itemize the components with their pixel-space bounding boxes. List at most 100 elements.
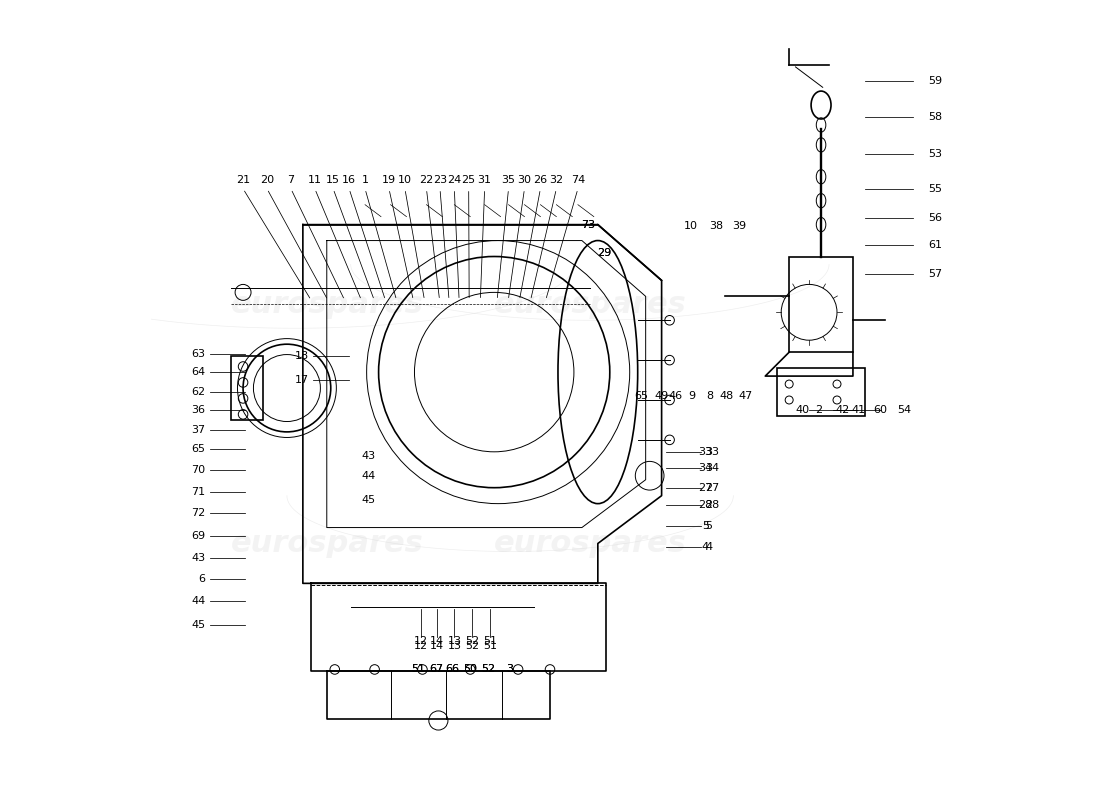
Text: 71: 71 bbox=[191, 486, 206, 497]
Bar bbox=[778, 368, 865, 416]
Text: 26: 26 bbox=[534, 174, 548, 185]
Text: 36: 36 bbox=[191, 405, 206, 414]
Text: 3: 3 bbox=[507, 665, 514, 674]
Text: 4: 4 bbox=[705, 542, 713, 553]
Text: 34: 34 bbox=[705, 462, 719, 473]
Text: eurospares: eurospares bbox=[230, 290, 424, 319]
Text: 28: 28 bbox=[698, 500, 713, 510]
Text: 18: 18 bbox=[295, 351, 309, 361]
Text: 52: 52 bbox=[465, 641, 478, 650]
Text: 41: 41 bbox=[851, 405, 866, 414]
Text: 54: 54 bbox=[896, 405, 911, 414]
Text: 33: 33 bbox=[705, 447, 719, 457]
Text: 20: 20 bbox=[260, 174, 274, 185]
Text: 8: 8 bbox=[706, 391, 713, 401]
Text: 66: 66 bbox=[446, 665, 460, 674]
Text: 29: 29 bbox=[597, 247, 612, 258]
Text: 43: 43 bbox=[361, 451, 375, 461]
Bar bbox=[789, 257, 852, 352]
Text: 16: 16 bbox=[342, 174, 356, 185]
Text: 46: 46 bbox=[669, 391, 683, 401]
Text: 67: 67 bbox=[430, 665, 444, 674]
Text: 21: 21 bbox=[236, 174, 250, 185]
Text: 11: 11 bbox=[308, 174, 322, 185]
Text: 44: 44 bbox=[191, 596, 206, 606]
Text: 28: 28 bbox=[705, 500, 719, 510]
Text: 39: 39 bbox=[732, 222, 746, 231]
Text: 32: 32 bbox=[549, 174, 563, 185]
Text: 70: 70 bbox=[191, 465, 206, 475]
Text: 22: 22 bbox=[419, 174, 433, 185]
Text: 53: 53 bbox=[928, 150, 943, 159]
Text: 62: 62 bbox=[191, 387, 206, 397]
Text: 27: 27 bbox=[705, 482, 719, 493]
Text: 52: 52 bbox=[481, 665, 495, 674]
Text: 44: 44 bbox=[361, 470, 375, 481]
Text: 58: 58 bbox=[928, 112, 943, 122]
Text: 14: 14 bbox=[430, 636, 444, 646]
Text: 14: 14 bbox=[430, 641, 444, 650]
Text: 43: 43 bbox=[191, 553, 206, 563]
Text: 63: 63 bbox=[191, 349, 206, 358]
Text: 52: 52 bbox=[481, 665, 495, 674]
Text: 74: 74 bbox=[571, 174, 585, 185]
Text: 12: 12 bbox=[414, 641, 428, 650]
Text: 40: 40 bbox=[795, 405, 810, 414]
Text: 51: 51 bbox=[411, 665, 426, 674]
Text: 42: 42 bbox=[835, 405, 849, 414]
Text: 5: 5 bbox=[705, 521, 713, 531]
Text: 37: 37 bbox=[191, 426, 206, 435]
Text: 51: 51 bbox=[483, 641, 497, 650]
Text: 72: 72 bbox=[191, 508, 206, 518]
Text: 52: 52 bbox=[465, 636, 478, 646]
Text: 55: 55 bbox=[928, 184, 943, 194]
Text: 2: 2 bbox=[815, 405, 822, 414]
Text: 10: 10 bbox=[684, 222, 697, 231]
Text: 50: 50 bbox=[463, 665, 477, 674]
Text: 24: 24 bbox=[448, 174, 462, 185]
Text: 17: 17 bbox=[295, 375, 309, 385]
Bar bbox=[231, 356, 263, 420]
Text: 12: 12 bbox=[414, 636, 428, 646]
Text: 50: 50 bbox=[463, 665, 477, 674]
Text: 51: 51 bbox=[483, 636, 497, 646]
Text: 61: 61 bbox=[928, 239, 943, 250]
Text: 4: 4 bbox=[702, 542, 710, 553]
Text: 29: 29 bbox=[597, 247, 612, 258]
Text: 33: 33 bbox=[698, 447, 713, 457]
Text: 1: 1 bbox=[362, 174, 369, 185]
Text: 27: 27 bbox=[698, 482, 713, 493]
Text: 65: 65 bbox=[191, 445, 206, 454]
Text: 19: 19 bbox=[382, 174, 396, 185]
Text: 6: 6 bbox=[199, 574, 206, 584]
Text: eurospares: eurospares bbox=[494, 290, 686, 319]
Text: 34: 34 bbox=[698, 462, 713, 473]
Text: 66: 66 bbox=[446, 665, 460, 674]
Text: 49: 49 bbox=[654, 391, 669, 401]
Text: 5: 5 bbox=[702, 521, 710, 531]
Text: 73: 73 bbox=[581, 220, 595, 230]
Text: 73: 73 bbox=[581, 220, 595, 230]
Text: 38: 38 bbox=[710, 222, 724, 231]
Text: 47: 47 bbox=[738, 391, 752, 401]
Text: 10: 10 bbox=[398, 174, 411, 185]
Text: 13: 13 bbox=[448, 636, 461, 646]
Text: 60: 60 bbox=[873, 405, 887, 414]
Text: 45: 45 bbox=[361, 494, 375, 505]
Text: 51: 51 bbox=[411, 665, 426, 674]
Text: 23: 23 bbox=[433, 174, 447, 185]
Text: eurospares: eurospares bbox=[230, 529, 424, 558]
Text: 59: 59 bbox=[928, 76, 943, 86]
Text: eurospares: eurospares bbox=[494, 529, 686, 558]
Text: 57: 57 bbox=[928, 269, 943, 279]
Text: 7: 7 bbox=[287, 174, 295, 185]
Text: 48: 48 bbox=[719, 391, 734, 401]
Text: 25: 25 bbox=[462, 174, 475, 185]
Text: 35: 35 bbox=[502, 174, 516, 185]
Text: 56: 56 bbox=[928, 214, 943, 223]
Text: 15: 15 bbox=[327, 174, 340, 185]
Text: 45: 45 bbox=[191, 620, 206, 630]
Text: 13: 13 bbox=[448, 641, 461, 650]
Text: 31: 31 bbox=[477, 174, 492, 185]
Text: 9: 9 bbox=[689, 391, 695, 401]
